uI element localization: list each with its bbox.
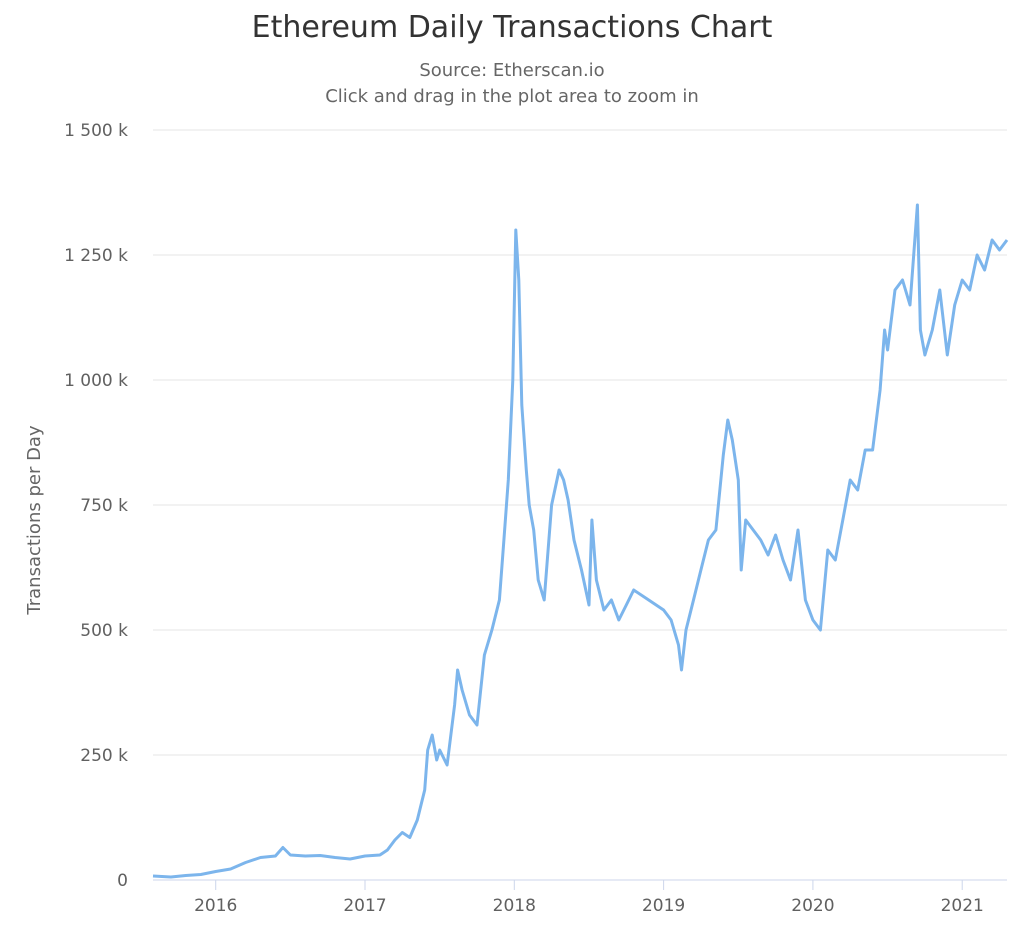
x-tick-label: 2021 [941, 896, 984, 916]
y-tick-label: 1 250 k [64, 246, 128, 266]
y-tick-label: 250 k [80, 746, 128, 766]
y-tick-label: 0 [117, 871, 128, 891]
series-layer [152, 203, 1009, 879]
x-tick-label: 2020 [791, 896, 834, 916]
chart-title: Ethereum Daily Transactions Chart [251, 10, 773, 45]
y-axis-title: Transactions per Day [24, 425, 45, 616]
y-tick-label: 1 500 k [64, 121, 128, 141]
grid-lines [153, 129, 1007, 756]
series-line-0[interactable] [152, 203, 1009, 879]
x-tick-label: 2018 [493, 896, 536, 916]
y-tick-label: 750 k [80, 496, 128, 516]
chart-subtitle-zoom-hint: Click and drag in the plot area to zoom … [325, 86, 699, 107]
y-axis-ticks: 0 250 k 500 k 750 k 1 000 k 1 250 k 1 500 k [64, 121, 128, 891]
chart-subtitle-source: Source: Etherscan.io [419, 60, 605, 81]
y-tick-label: 500 k [80, 621, 128, 641]
x-tick-label: 2017 [343, 896, 386, 916]
x-axis-ticks: 2016 2017 2018 2019 2020 2021 [194, 880, 984, 916]
y-tick-label: 1 000 k [64, 371, 128, 391]
x-tick-label: 2019 [642, 896, 685, 916]
x-tick-label: 2016 [194, 896, 237, 916]
